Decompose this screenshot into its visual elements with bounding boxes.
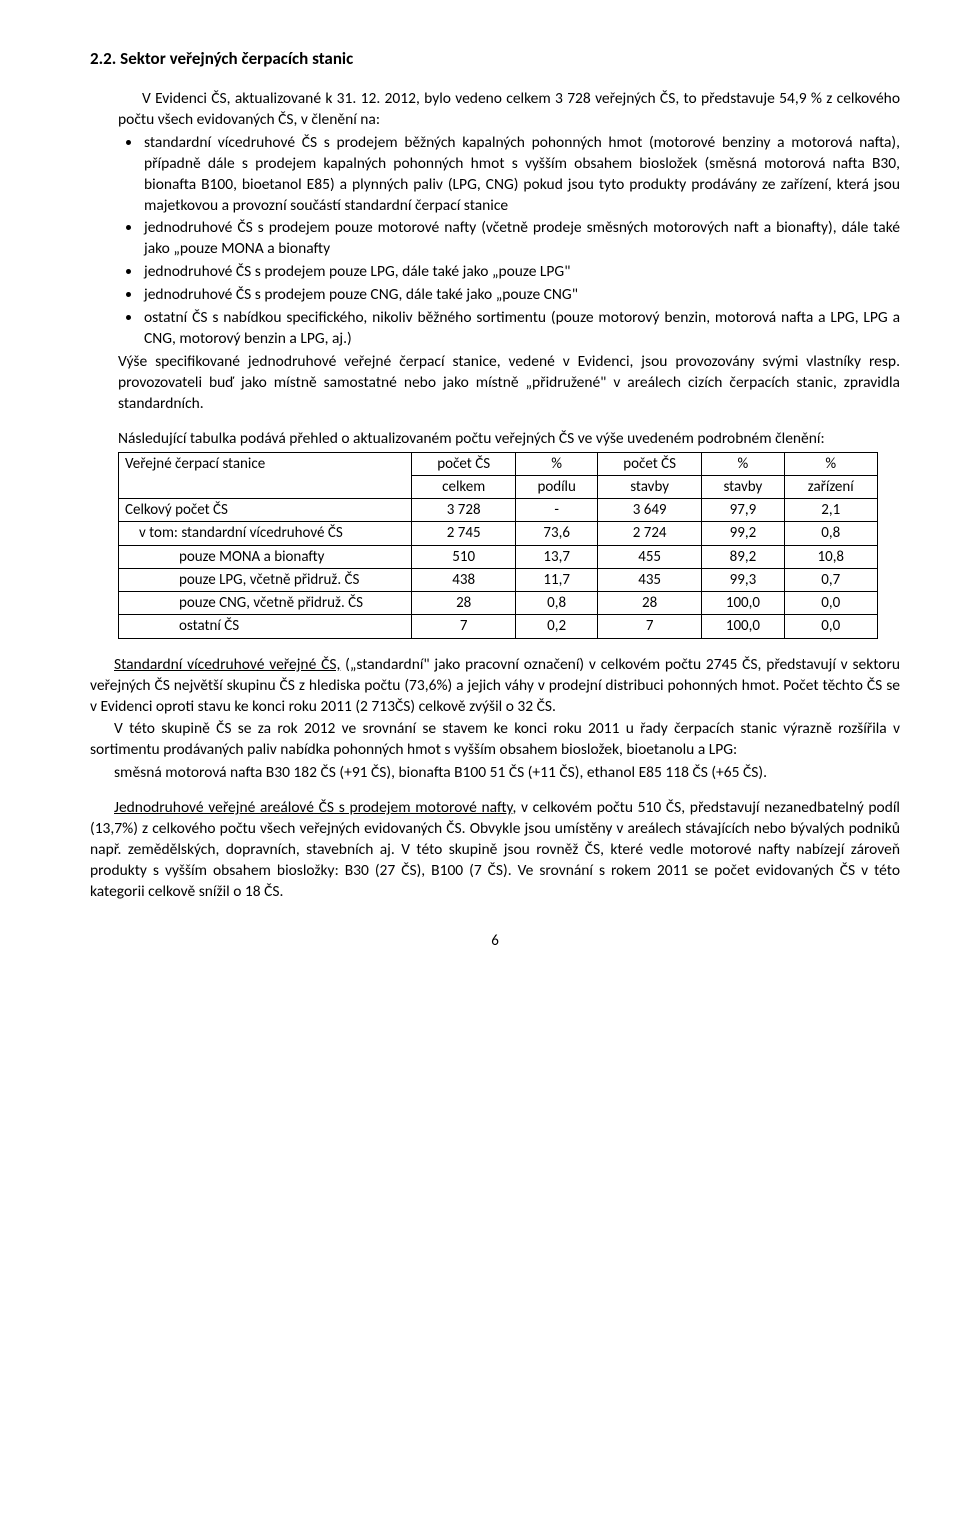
table-cell: 0,7 [784,568,877,591]
table-header-cell: % [702,452,784,475]
table-cell: 438 [412,568,516,591]
table-header-cell: stavby [597,475,701,498]
classification-list: standardní vícedruhové ČS s prodejem běž… [90,133,900,350]
table-cell: ostatní ČS [119,615,412,638]
table-header-cell: počet ČS [412,452,516,475]
table-cell: 11,7 [516,568,598,591]
table-row: ostatní ČS 7 0,2 7 100,0 0,0 [119,615,878,638]
table-intro-paragraph: Následující tabulka podává přehled o akt… [118,429,900,450]
table-cell: 99,3 [702,568,784,591]
table-cell: 89,2 [702,545,784,568]
intro-paragraph: V Evidenci ČS, aktualizované k 31. 12. 2… [118,89,900,131]
underlined-lead: Standardní vícedruhové veřejné ČS, [114,655,340,674]
table-header-cell: podílu [516,475,598,498]
after-bullets-paragraph: Výše specifikované jednodruhové veřejné … [118,352,900,415]
table-cell: 97,9 [702,499,784,522]
table-cell: 0,8 [516,592,598,615]
table-cell: Celkový počet ČS [119,499,412,522]
underlined-lead: Jednodruhové veřejné areálové ČS s prode… [114,798,512,817]
table-header-cell: % [516,452,598,475]
table-cell: 10,8 [784,545,877,568]
table-row: v tom: standardní vícedruhové ČS 2 745 7… [119,522,878,545]
bio-numbers-paragraph: směsná motorová nafta B30 182 ČS (+91 ČS… [90,763,900,784]
list-item: jednodruhové ČS s prodejem pouze LPG, dá… [142,262,900,283]
table-cell: 3 728 [412,499,516,522]
list-item: jednodruhové ČS s prodejem pouze CNG, dá… [142,285,900,306]
table-header-row: Veřejné čerpací stanice počet ČS % počet… [119,452,878,475]
table-row: pouze MONA a bionafty 510 13,7 455 89,2 … [119,545,878,568]
table-header-cell: Veřejné čerpací stanice [119,452,412,499]
table-cell: 3 649 [597,499,701,522]
table-cell: 510 [412,545,516,568]
table-cell: 13,7 [516,545,598,568]
table-cell: 100,0 [702,592,784,615]
table-cell: 100,0 [702,615,784,638]
table-cell: 2 724 [597,522,701,545]
standard-stations-paragraph: Standardní vícedruhové veřejné ČS, („sta… [90,655,900,718]
list-item: ostatní ČS s nabídkou specifického, niko… [142,308,900,350]
stations-table: Veřejné čerpací stanice počet ČS % počet… [118,452,878,639]
list-item: standardní vícedruhové ČS s prodejem běž… [142,133,900,217]
table-cell: 0,0 [784,592,877,615]
table-cell: v tom: standardní vícedruhové ČS [119,522,412,545]
table-cell: 0,2 [516,615,598,638]
table-cell: 7 [412,615,516,638]
bio-expansion-paragraph: V této skupině ČS se za rok 2012 ve srov… [90,719,900,761]
table-header-cell: celkem [412,475,516,498]
table-cell: 7 [597,615,701,638]
table-header-cell: % [784,452,877,475]
table-row: Celkový počet ČS 3 728 - 3 649 97,9 2,1 [119,499,878,522]
table-cell: 2 745 [412,522,516,545]
list-item: jednodruhové ČS s prodejem pouze motorov… [142,218,900,260]
table-cell: 0,0 [784,615,877,638]
table-cell: pouze CNG, včetně přidruž. ČS [119,592,412,615]
table-cell: 28 [597,592,701,615]
table-header-cell: stavby [702,475,784,498]
table-cell: 28 [412,592,516,615]
table-cell: - [516,499,598,522]
page-number: 6 [90,931,900,951]
section-heading: 2.2. Sektor veřejných čerpacích stanic [90,48,900,71]
table-cell: pouze LPG, včetně přidruž. ČS [119,568,412,591]
table-cell: 99,2 [702,522,784,545]
single-type-stations-paragraph: Jednodruhové veřejné areálové ČS s prode… [90,798,900,903]
table-header-cell: počet ČS [597,452,701,475]
table-row: pouze LPG, včetně přidruž. ČS 438 11,7 4… [119,568,878,591]
table-row: pouze CNG, včetně přidruž. ČS 28 0,8 28 … [119,592,878,615]
table-cell: 73,6 [516,522,598,545]
table-cell: pouze MONA a bionafty [119,545,412,568]
table-cell: 435 [597,568,701,591]
table-cell: 455 [597,545,701,568]
table-header-cell: zařízení [784,475,877,498]
table-cell: 2,1 [784,499,877,522]
table-cell: 0,8 [784,522,877,545]
